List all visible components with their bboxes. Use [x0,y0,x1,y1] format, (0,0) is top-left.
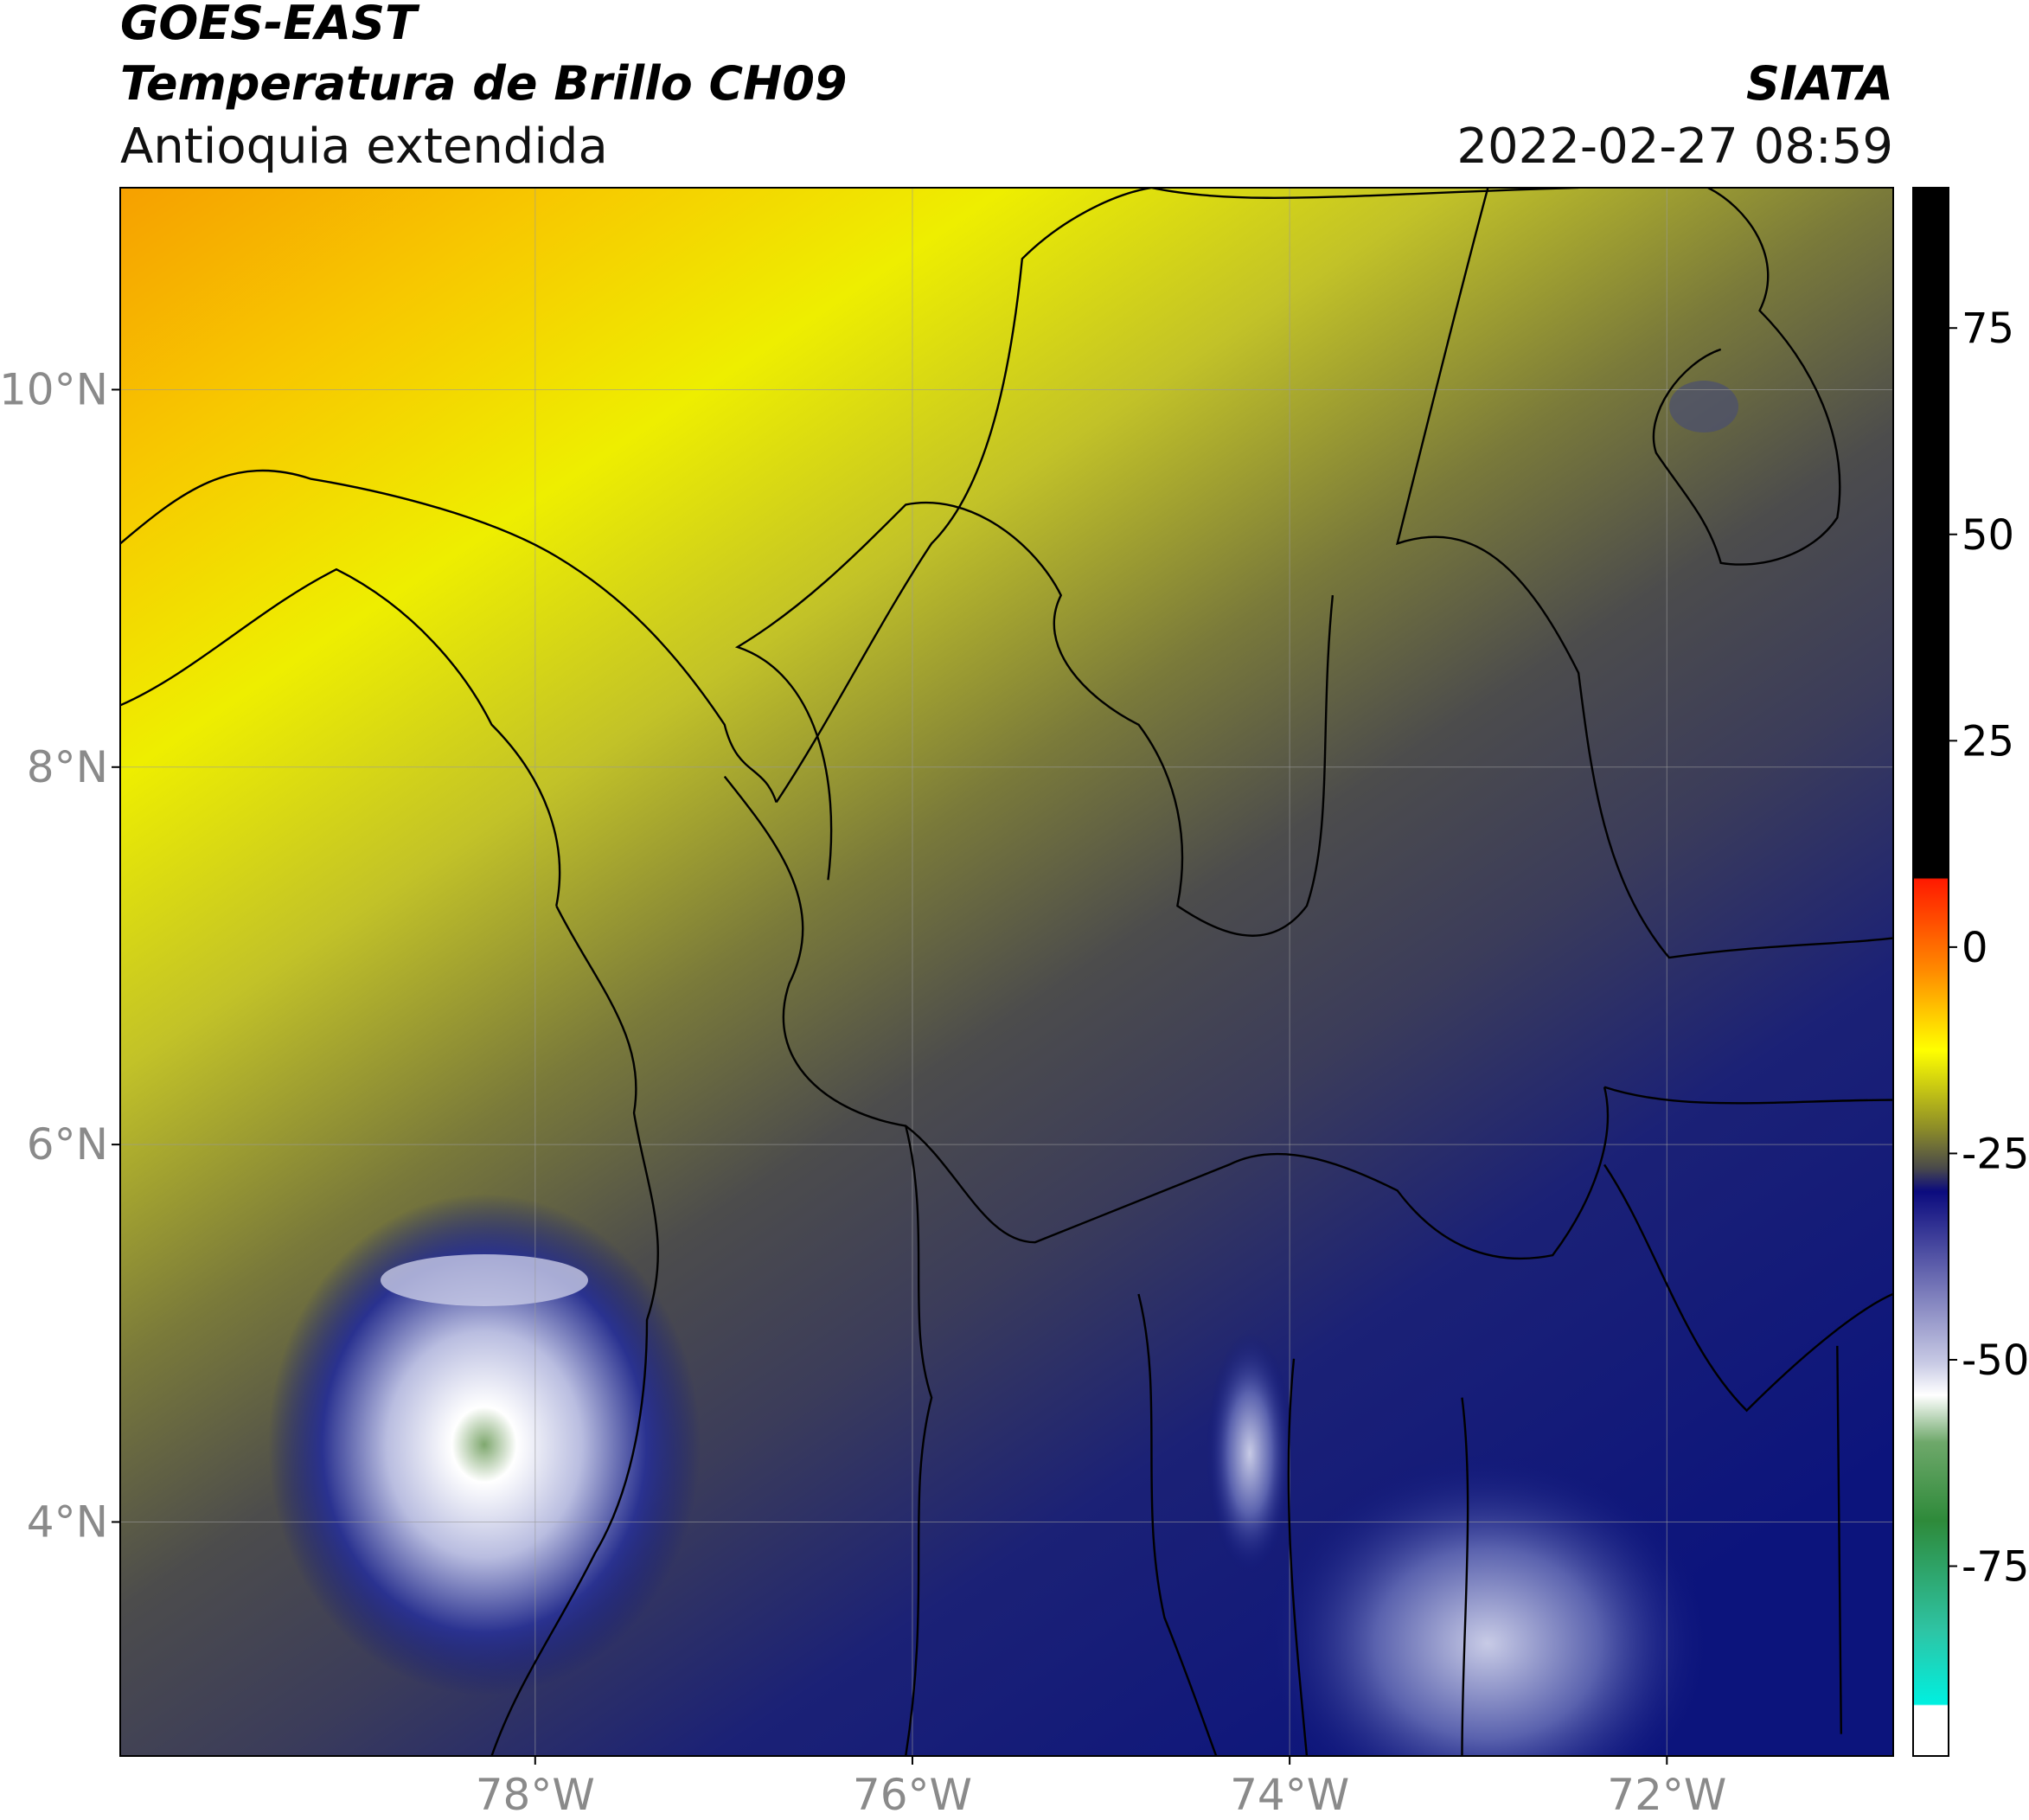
border [734,501,1335,937]
title: GOES-EAST [120,0,420,50]
colorbar [1912,187,1949,1757]
datetime: 2022-02-27 08:59 [1456,119,1893,175]
y-tick-label: 4°N [27,1496,108,1547]
convective-cloud [268,1194,701,1695]
x-tick-label: 78°W [476,1770,595,1817]
x-tick-label: 74°W [1230,1770,1349,1817]
colorbar-tick-label: 25 [1962,717,2014,766]
x-tick-label: 72°W [1607,1770,1726,1817]
region: Antioquia extendida [120,119,608,175]
y-tick-label: 8°N [27,742,108,792]
subtitle: Temperatura de Brillo CH09 [120,56,848,111]
cloud [1263,1453,1712,1756]
source: SIATA [1746,56,1893,111]
y-tick-label: 6°N [27,1119,108,1170]
colorbar-tick-label: 50 [1962,511,2014,560]
border [905,1125,1469,1756]
colorbar-tick-label: 75 [1962,304,2014,353]
cloud-band [381,1254,588,1306]
cold-spot [1669,381,1738,433]
border [1395,188,1893,959]
coastline [120,567,561,907]
cloud [1207,1332,1293,1574]
coastline [490,905,659,1756]
colorbar-tick-label: -25 [1962,1130,2029,1178]
grid [120,188,1893,1756]
coastline [775,188,1152,804]
y-tick-label: 10°N [0,364,108,414]
colorbar-tick-label: -50 [1962,1336,2029,1385]
colorbar-ticks: -75 -50 -25 0 25 50 75 [1949,304,2029,1592]
border [723,775,1610,1260]
map-area [120,188,1893,1756]
colorbar-tick-label: -75 [1962,1543,2029,1592]
borders [120,188,1893,1756]
coastline [120,469,778,803]
x-tick-label: 76°W [853,1770,972,1817]
colorbar-tick-label: 0 [1962,924,1988,972]
map-frame [119,187,1894,1757]
border [1603,1086,1893,1734]
coastline [1151,188,1841,566]
